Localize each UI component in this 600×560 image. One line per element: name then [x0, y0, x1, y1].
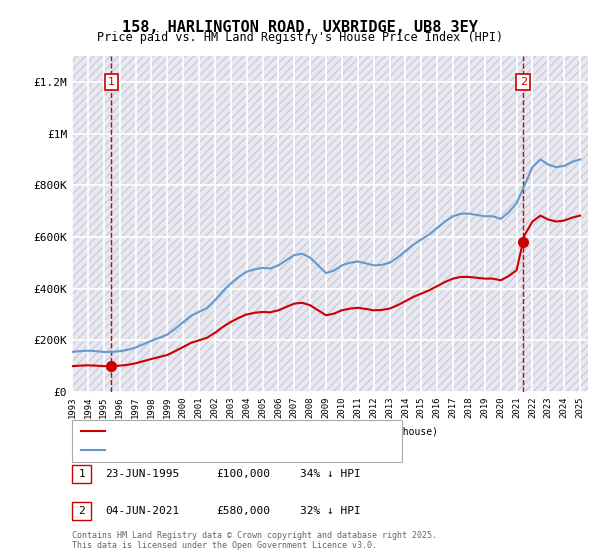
Text: 1: 1: [108, 77, 115, 87]
Text: Price paid vs. HM Land Registry's House Price Index (HPI): Price paid vs. HM Land Registry's House …: [97, 31, 503, 44]
Text: £100,000: £100,000: [216, 469, 270, 479]
Text: 04-JUN-2021: 04-JUN-2021: [105, 506, 179, 516]
Text: HPI: Average price, detached house, Hillingdon: HPI: Average price, detached house, Hill…: [109, 445, 379, 455]
Text: 2: 2: [520, 77, 527, 87]
Text: 32% ↓ HPI: 32% ↓ HPI: [300, 506, 361, 516]
Text: Contains HM Land Registry data © Crown copyright and database right 2025.
This d: Contains HM Land Registry data © Crown c…: [72, 530, 437, 550]
Text: £580,000: £580,000: [216, 506, 270, 516]
Text: 2: 2: [78, 506, 85, 516]
Text: 158, HARLINGTON ROAD, UXBRIDGE, UB8 3EY: 158, HARLINGTON ROAD, UXBRIDGE, UB8 3EY: [122, 20, 478, 35]
Text: 23-JUN-1995: 23-JUN-1995: [105, 469, 179, 479]
Text: 1: 1: [78, 469, 85, 479]
Text: 34% ↓ HPI: 34% ↓ HPI: [300, 469, 361, 479]
Text: 158, HARLINGTON ROAD, UXBRIDGE, UB8 3EY (detached house): 158, HARLINGTON ROAD, UXBRIDGE, UB8 3EY …: [109, 426, 438, 436]
